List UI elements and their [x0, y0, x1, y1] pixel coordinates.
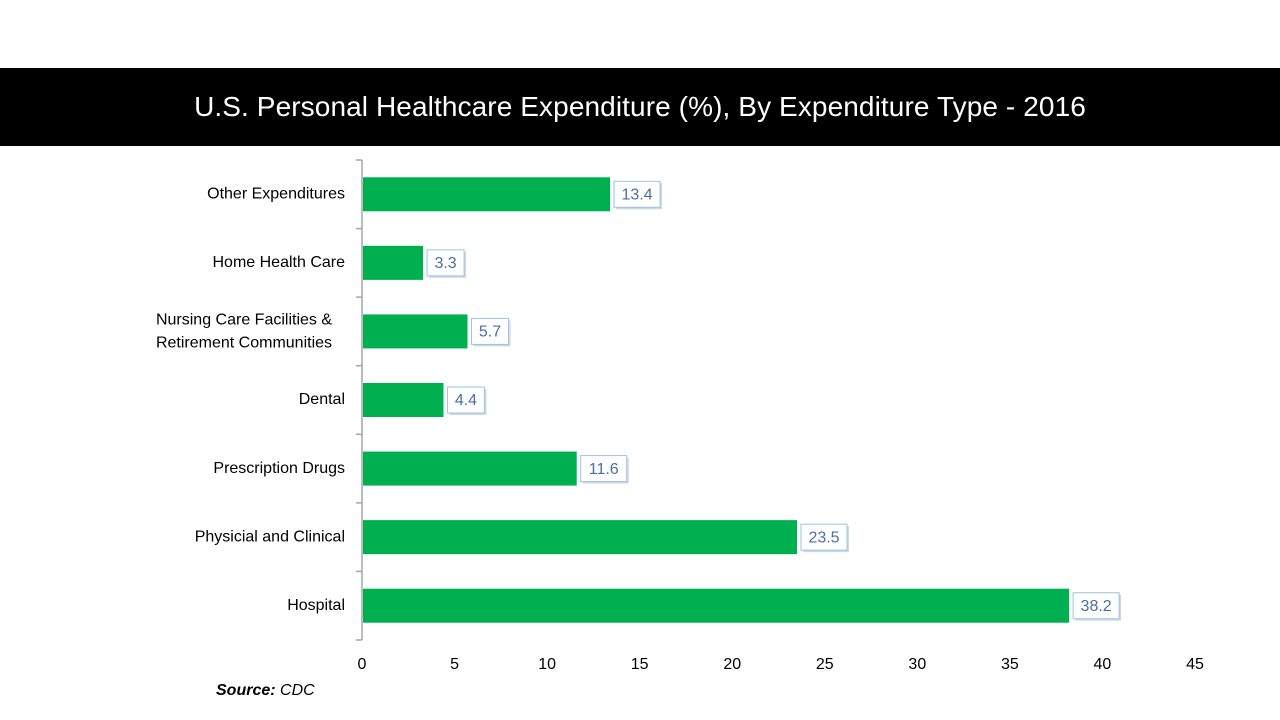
category-label: Physicial and Clinical — [195, 528, 345, 545]
data-label-box — [613, 180, 661, 208]
category-label: Dental — [299, 391, 345, 408]
bar — [363, 245, 424, 280]
data-label: 3.3 — [434, 255, 456, 272]
bar — [363, 520, 798, 555]
source-key: Source: — [216, 682, 276, 699]
data-label-box — [426, 249, 465, 277]
data-label-box — [580, 455, 628, 483]
category-label: Other Expenditures — [207, 186, 345, 203]
category-label-line: Nursing Care Facilities & — [156, 312, 332, 329]
category-label: Prescription Drugs — [213, 460, 345, 477]
source-value: CDC — [280, 682, 315, 699]
bar — [363, 177, 611, 212]
chart-title: U.S. Personal Healthcare Expenditure (%)… — [194, 91, 1086, 122]
category-label-line: Retirement Communities — [156, 335, 332, 352]
x-tick-label: 25 — [816, 656, 834, 673]
data-label-box — [1072, 592, 1120, 620]
data-label-box — [800, 523, 848, 551]
x-tick-label: 30 — [908, 656, 926, 673]
category-label: Nursing Care Facilities & Retirement Comm… — [156, 312, 332, 352]
data-label: 38.2 — [1081, 598, 1112, 615]
x-tick-label: 15 — [631, 656, 649, 673]
data-label: 13.4 — [621, 187, 652, 204]
data-label: 4.4 — [455, 392, 477, 409]
data-label: 23.5 — [808, 529, 839, 546]
x-tick-label: 0 — [358, 656, 367, 673]
bar — [363, 588, 1070, 623]
x-tick-label: 40 — [1094, 656, 1112, 673]
x-tick-label: 10 — [538, 656, 556, 673]
category-label: Hospital — [287, 597, 345, 614]
category-label: Home Health Care — [213, 254, 346, 271]
data-label-box — [471, 317, 510, 345]
x-tick-label: 20 — [723, 656, 741, 673]
x-tick-label: 35 — [1001, 656, 1019, 673]
bar — [363, 383, 444, 417]
data-label: 5.7 — [479, 324, 501, 341]
x-tick-label: 45 — [1186, 656, 1204, 673]
data-label-box — [446, 386, 485, 414]
bar — [363, 314, 468, 349]
title-bar: U.S. Personal Healthcare Expenditure (%)… — [0, 68, 1280, 146]
x-tick-label: 5 — [450, 656, 459, 673]
bar — [363, 451, 577, 486]
source-note: Source: CDC — [216, 682, 315, 700]
data-label: 11.6 — [589, 461, 619, 478]
